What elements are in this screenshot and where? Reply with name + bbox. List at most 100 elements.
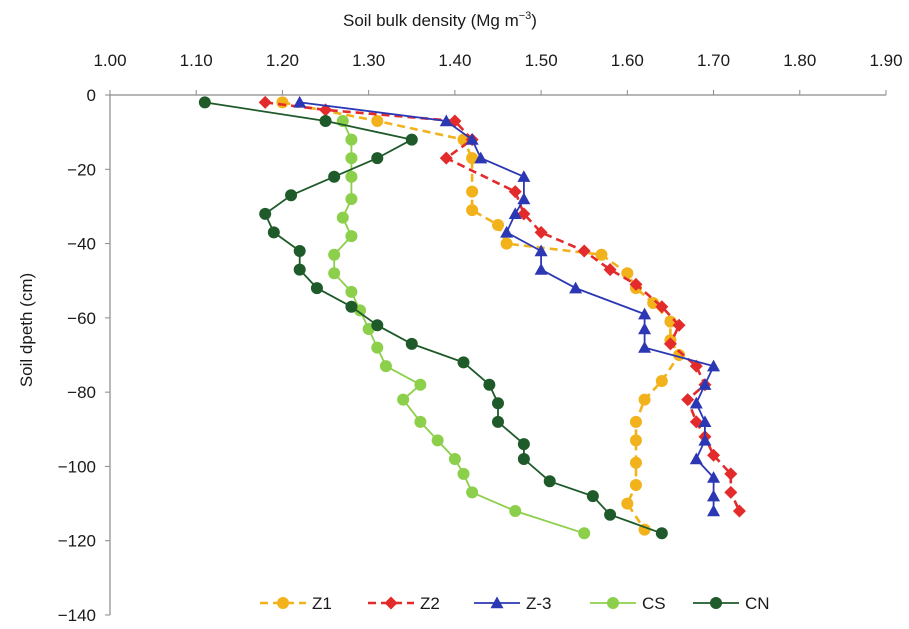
data-point-cn [457, 356, 470, 369]
data-point-cn [345, 300, 358, 313]
series-line-z2 [265, 101, 741, 512]
data-point-z1 [655, 375, 668, 387]
data-point-z2 [577, 244, 591, 258]
data-point-z3 [698, 433, 712, 446]
data-point-cs [457, 467, 470, 480]
data-point-cs [509, 505, 522, 517]
data-point-cn [655, 527, 668, 540]
legend-label-cs: CS [642, 594, 666, 613]
data-point-z2 [603, 263, 617, 277]
data-point-z2 [655, 300, 669, 314]
data-point-z3 [534, 263, 548, 275]
data-point-z3 [439, 114, 453, 127]
data-point-cs [578, 527, 591, 540]
data-point-z1 [466, 185, 479, 198]
y-tick-label: −20 [67, 160, 96, 179]
data-point-cn [517, 438, 530, 451]
data-point-z3 [638, 341, 652, 353]
y-tick-label: −120 [58, 532, 96, 551]
data-point-z3 [500, 225, 514, 238]
data-point-z3 [707, 489, 721, 502]
data-point-z2 [534, 225, 548, 239]
data-point-z2 [724, 467, 738, 481]
data-point-z2 [629, 277, 643, 291]
legend-marker-z2 [384, 596, 398, 610]
series-line-cn [204, 101, 663, 535]
data-point-cn [293, 245, 306, 257]
data-point-cs [345, 230, 358, 243]
data-point-cn [371, 152, 384, 165]
data-point-z3 [707, 359, 721, 372]
legend-marker-cn [710, 597, 722, 609]
data-point-cn [293, 263, 306, 276]
legend-marker-cs [607, 597, 619, 609]
x-tick-label: 1.10 [180, 51, 213, 70]
data-point-cs [328, 267, 341, 280]
data-point-cs [431, 434, 444, 447]
data-point-z1 [276, 96, 289, 109]
data-point-z3 [689, 396, 703, 409]
data-point-z3 [465, 133, 479, 145]
data-point-cs [448, 453, 461, 465]
x-tick-label: 1.50 [525, 51, 558, 70]
data-point-z2 [707, 448, 721, 462]
data-point-cn [492, 397, 504, 410]
data-point-cs [345, 170, 358, 183]
data-point-cs [345, 152, 358, 165]
data-point-z1 [629, 434, 642, 447]
data-point-z1 [621, 497, 634, 510]
legend-label-cn: CN [745, 594, 770, 613]
legend: Z1 Z2 Z-3 CS CN [260, 594, 770, 613]
data-point-z2 [258, 95, 272, 109]
y-tick-label: −80 [67, 383, 96, 402]
data-point-cs [345, 193, 358, 205]
data-point-z2 [732, 504, 746, 518]
data-point-cs [328, 248, 341, 261]
data-point-cn [328, 170, 341, 183]
data-point-cn [586, 490, 599, 503]
data-point-z1 [466, 204, 479, 217]
y-tick-label: 0 [87, 86, 96, 105]
data-point-cn [405, 133, 418, 146]
x-axis-title: Soil bulk density (Mg m−3) [343, 10, 537, 30]
data-point-z1 [371, 115, 384, 127]
y-tick-label: −100 [58, 457, 96, 476]
legend-label-z2: Z2 [420, 594, 440, 613]
data-point-z2 [508, 185, 522, 199]
data-point-cs [414, 378, 427, 391]
y-tick-label: −140 [58, 606, 96, 625]
data-point-z3 [698, 378, 712, 390]
legend-label-z1: Z1 [312, 594, 332, 613]
data-point-cn [517, 453, 530, 465]
data-point-cn [483, 378, 496, 391]
data-point-z3 [508, 207, 522, 220]
data-point-cn [492, 415, 504, 428]
data-point-z2 [663, 337, 677, 351]
x-tick-label: 1.20 [266, 51, 299, 70]
data-point-cn [310, 282, 323, 295]
x-tick-label: 1.90 [869, 51, 902, 70]
data-point-cs [371, 341, 384, 354]
x-tick-label: 1.40 [438, 51, 471, 70]
data-point-cs [379, 360, 392, 373]
data-point-z1 [621, 267, 634, 280]
data-point-z1 [466, 152, 479, 165]
x-tick-label: 1.00 [93, 51, 126, 70]
data-point-z3 [707, 471, 721, 483]
data-point-z3 [293, 95, 307, 108]
legend-marker-z1 [277, 597, 289, 609]
data-point-cs [414, 415, 427, 428]
data-point-z1 [629, 456, 642, 469]
data-point-cn [198, 96, 211, 109]
data-point-z3 [474, 151, 488, 164]
data-point-cs [397, 393, 410, 406]
data-point-cs [345, 285, 358, 298]
data-point-z2 [439, 151, 453, 165]
data-point-z3 [569, 281, 583, 294]
data-point-cn [319, 115, 332, 127]
data-point-z3 [517, 170, 531, 182]
data-point-cn [371, 319, 384, 332]
data-point-cn [405, 337, 418, 350]
data-point-z1 [492, 219, 504, 231]
